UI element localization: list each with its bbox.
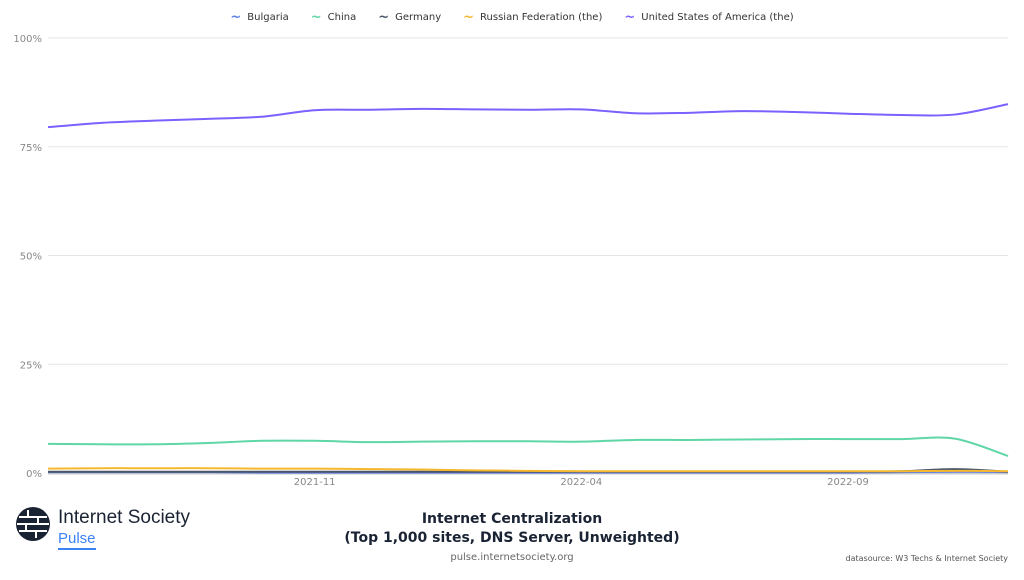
legend-item[interactable]: ~ Bulgaria [230, 9, 289, 25]
subtitle-line: (Top 1,000 sites, DNS Server, Unweighted… [344, 530, 680, 546]
y-tick-label: 50% [20, 252, 42, 263]
series-line-united-states-of-america-the- [47, 103, 1009, 129]
title-line: Internet Centralization [421, 511, 603, 527]
legend-item[interactable]: ~ Russian Federation (the) [463, 9, 603, 25]
site-url[interactable]: pulse.internetsociety.org [450, 552, 574, 563]
brand-name: Internet Society [58, 507, 191, 528]
legend-line-icon: ~ [378, 9, 390, 25]
legend-line-icon: ~ [230, 9, 242, 25]
legend-label: China [327, 12, 357, 23]
y-tick-label: 25% [20, 360, 42, 371]
legend-label: Germany [395, 12, 442, 23]
legend-line-icon: ~ [310, 9, 322, 25]
x-tick-label: 2022-04 [560, 477, 602, 488]
legend-line-icon: ~ [624, 9, 636, 25]
y-tick-label: 100% [13, 34, 42, 45]
legend-label: United States of America (the) [641, 12, 794, 23]
legend: ~ Bulgaria ~ China ~ Germany ~ Russian Federati… [0, 9, 1024, 25]
x-tick-label: 2022-09 [827, 477, 869, 488]
legend-item[interactable]: ~ Germany [378, 9, 442, 25]
series-line-china [47, 436, 1009, 457]
x-tick-label: 2021-11 [294, 477, 336, 488]
legend-label: Russian Federation (the) [480, 12, 603, 23]
series-line-russian-federation-the- [47, 467, 1009, 473]
y-tick-label: 0% [26, 469, 42, 480]
chart-title: Internet Centralization (Top 1,000 sites… [312, 510, 712, 548]
datasource-note: datasource: W3 Techs & Internet Society [845, 554, 1008, 563]
legend-line-icon: ~ [463, 9, 475, 25]
legend-label: Bulgaria [247, 12, 289, 23]
brand-product: Pulse [58, 530, 96, 550]
legend-item[interactable]: ~ United States of America (the) [624, 9, 794, 25]
line-chart: 0% 25% 50% 75% 100% 2021-11 2022-04 2022-09 [13, 34, 1009, 488]
internet-society-logo: Internet Society Pulse [16, 507, 190, 550]
globe-icon [16, 507, 50, 541]
legend-item[interactable]: ~ China [310, 9, 357, 25]
y-tick-label: 75% [20, 143, 42, 154]
